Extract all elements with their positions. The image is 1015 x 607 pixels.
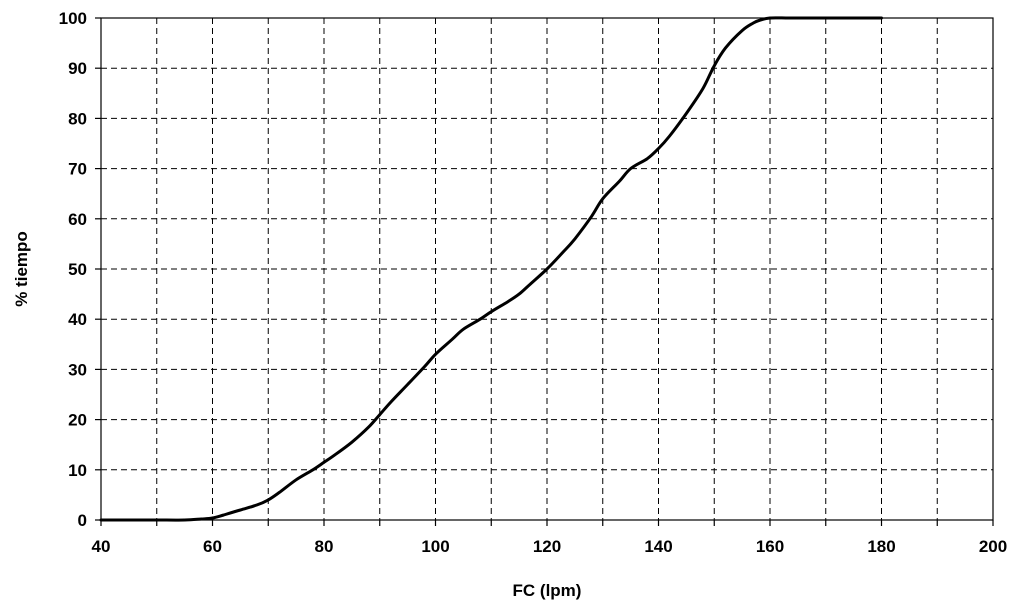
y-tick-label: 50 xyxy=(68,260,87,279)
x-tick-label: 200 xyxy=(979,537,1007,556)
x-tick-label: 160 xyxy=(756,537,784,556)
y-tick-label: 70 xyxy=(68,160,87,179)
x-tick-labels: 40 60 80 100 120 140 160 180 200 xyxy=(92,537,1008,556)
y-tick-label: 0 xyxy=(78,511,87,530)
x-tick-label: 80 xyxy=(315,537,334,556)
y-tick-label: 30 xyxy=(68,360,87,379)
y-tick-label: 10 xyxy=(68,461,87,480)
y-tick-label: 40 xyxy=(68,310,87,329)
x-axis-title: FC (lpm) xyxy=(513,581,582,600)
x-tick-label: 60 xyxy=(203,537,222,556)
y-tick-labels: 0 10 20 30 40 50 60 70 80 90 100 xyxy=(59,9,87,530)
x-tick-label: 180 xyxy=(867,537,895,556)
y-tick-label: 20 xyxy=(68,411,87,430)
y-tick-label: 90 xyxy=(68,59,87,78)
y-axis-title: % tiempo xyxy=(12,231,31,307)
x-tick-label: 120 xyxy=(533,537,561,556)
x-tick-label: 140 xyxy=(644,537,672,556)
y-tick-label: 60 xyxy=(68,210,87,229)
x-tick-label: 40 xyxy=(92,537,111,556)
x-tick-label: 100 xyxy=(421,537,449,556)
y-tick-label: 100 xyxy=(59,9,87,28)
series-line xyxy=(99,16,883,522)
y-tick-label: 80 xyxy=(68,109,87,128)
